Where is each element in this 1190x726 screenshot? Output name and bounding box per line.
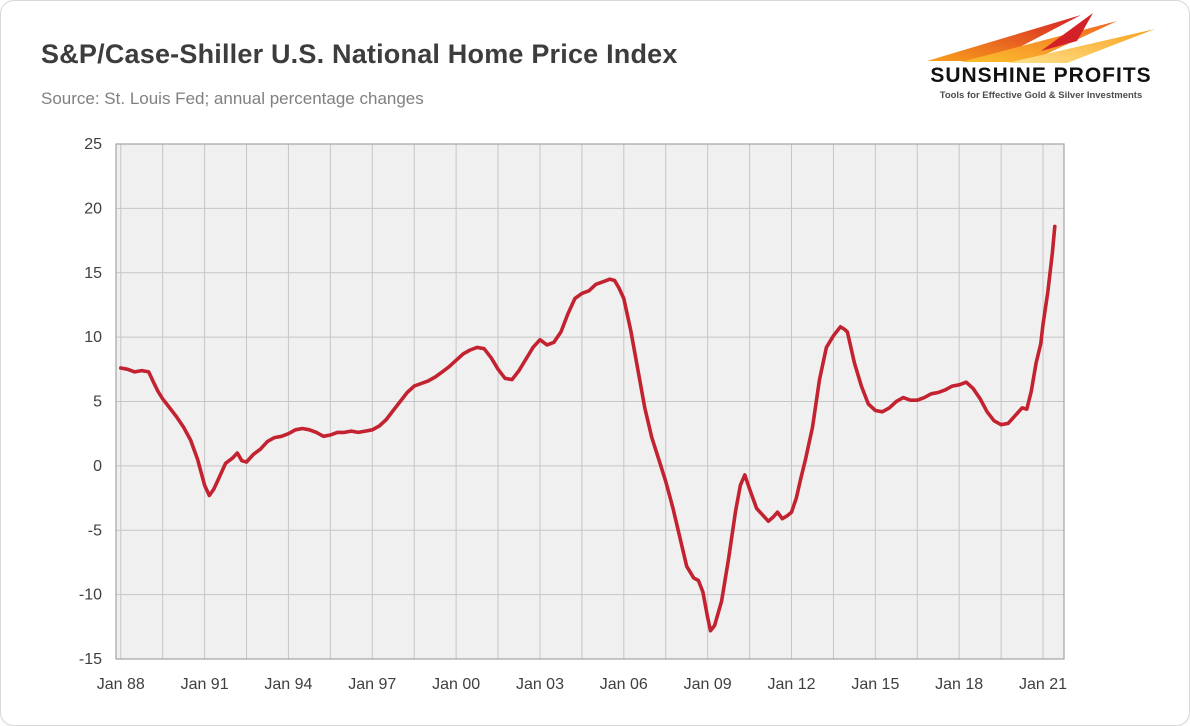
y-tick-label: 25 (84, 136, 102, 153)
x-tick-label: Jan 03 (516, 676, 564, 693)
x-tick-label: Jan 97 (348, 676, 396, 693)
y-axis-labels: 25 20 15 10 5 0 -5 -10 -15 (79, 136, 102, 668)
x-tick-label: Jan 06 (600, 676, 648, 693)
y-tick-label: -15 (79, 651, 102, 668)
sunshine-profits-logo: SUNSHINE PROFITS Tools for Effective Gol… (915, 11, 1167, 101)
x-tick-label: Jan 21 (1019, 676, 1067, 693)
x-tick-label: Jan 18 (935, 676, 983, 693)
logo-name: SUNSHINE PROFITS (930, 64, 1152, 87)
y-tick-label: 5 (93, 394, 102, 411)
x-tick-label: Jan 09 (684, 676, 732, 693)
price-index-line-series (119, 224, 1057, 633)
y-tick-label: -10 (79, 587, 102, 604)
plot-border (115, 143, 1065, 660)
x-tick-label: Jan 91 (181, 676, 229, 693)
x-tick-label: Jan 00 (432, 676, 480, 693)
logo-arrows-icon (927, 13, 1155, 63)
y-tick-label: 10 (84, 329, 102, 346)
y-tick-label: 15 (84, 265, 102, 282)
x-tick-label: Jan 15 (851, 676, 899, 693)
x-tick-label: Jan 12 (767, 676, 815, 693)
x-tick-label: Jan 88 (97, 676, 145, 693)
page-title: S&P/Case-Shiller U.S. National Home Pric… (41, 39, 678, 69)
x-axis-labels: Jan 88 Jan 91 Jan 94 Jan 97 Jan 00 Jan 03 Jan … (97, 676, 1067, 693)
logo-tagline: Tools for Effective Gold & Silver Invest… (939, 90, 1143, 101)
y-tick-label: 0 (93, 458, 102, 475)
y-tick-label: -5 (88, 522, 102, 539)
chart-source-subtitle: Source: St. Louis Fed; annual percentage… (41, 89, 424, 108)
x-tick-label: Jan 94 (264, 676, 312, 693)
gridlines (116, 143, 1064, 660)
y-tick-label: 20 (84, 200, 102, 217)
